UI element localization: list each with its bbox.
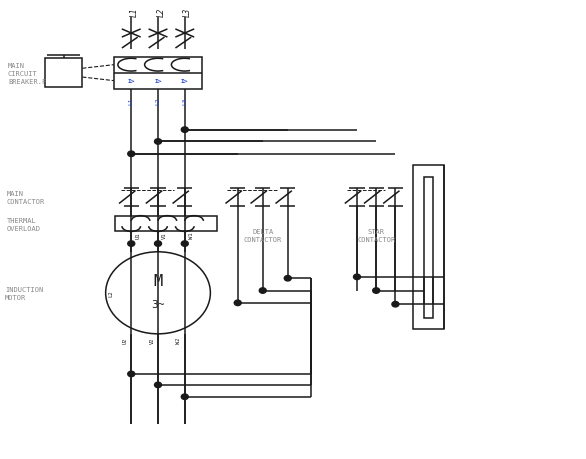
Circle shape xyxy=(181,128,188,133)
Text: INDUCTION
MOTOR: INDUCTION MOTOR xyxy=(5,286,43,300)
Text: THERMAL
OVERLOAD: THERMAL OVERLOAD xyxy=(6,217,41,231)
Text: L2: L2 xyxy=(156,8,165,17)
Text: I>: I> xyxy=(154,79,162,84)
Text: U1: U1 xyxy=(135,232,140,239)
Circle shape xyxy=(128,371,135,377)
Circle shape xyxy=(259,288,266,294)
Text: W1: W1 xyxy=(189,232,194,239)
Text: MAIN
CONTACTOR: MAIN CONTACTOR xyxy=(6,190,45,205)
Circle shape xyxy=(284,276,291,281)
Text: V2: V2 xyxy=(149,337,155,343)
Circle shape xyxy=(155,241,162,247)
Text: MAIN
CIRCUIT
BREAKER.F: MAIN CIRCUIT BREAKER.F xyxy=(8,62,46,84)
Text: DELTA
CONTACTOR: DELTA CONTACTOR xyxy=(244,229,282,242)
Bar xyxy=(114,57,202,90)
Circle shape xyxy=(155,140,162,145)
Bar xyxy=(45,59,83,88)
Text: I>: I> xyxy=(128,79,135,84)
Circle shape xyxy=(128,152,135,157)
Text: L2: L2 xyxy=(108,290,113,297)
Circle shape xyxy=(392,302,399,307)
Text: V1: V1 xyxy=(162,232,167,239)
Circle shape xyxy=(353,274,360,280)
Circle shape xyxy=(128,241,135,247)
Text: U2: U2 xyxy=(123,337,128,343)
Text: W2: W2 xyxy=(176,337,182,343)
Circle shape xyxy=(373,288,380,294)
Text: 3~: 3~ xyxy=(151,300,165,309)
Circle shape xyxy=(181,241,188,247)
Circle shape xyxy=(181,394,188,400)
Text: M: M xyxy=(154,273,162,288)
Text: L1: L1 xyxy=(129,97,134,105)
Text: L3: L3 xyxy=(182,97,188,105)
Bar xyxy=(413,166,444,330)
Text: L1: L1 xyxy=(130,8,139,17)
Text: L3: L3 xyxy=(183,8,192,17)
Text: STAR
CONTACTOR: STAR CONTACTOR xyxy=(357,229,396,242)
Bar xyxy=(115,217,217,231)
Circle shape xyxy=(234,301,241,306)
Text: L2: L2 xyxy=(155,97,161,105)
Circle shape xyxy=(155,382,162,388)
Bar xyxy=(424,177,432,318)
Text: I>: I> xyxy=(181,79,189,84)
